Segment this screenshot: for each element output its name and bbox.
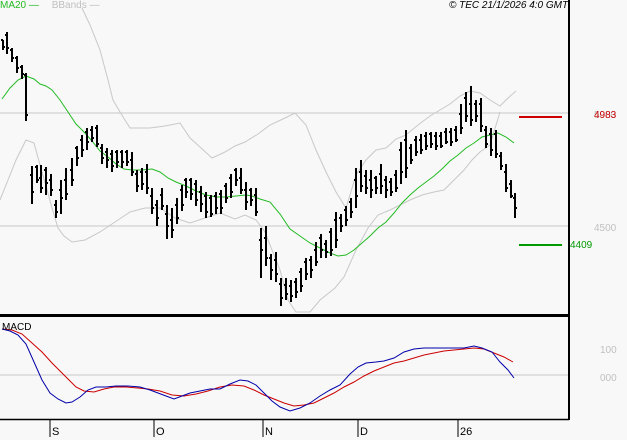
price-bars (1, 32, 517, 306)
support-label: 4409 (570, 240, 593, 251)
macd-line (1, 328, 515, 412)
copyright-timestamp: © TEC 21/1/2026 4:0 GMT (449, 0, 569, 11)
x-label-s: S (52, 426, 60, 438)
macd-label-100: 100 (600, 345, 617, 356)
x-label-26: 26 (460, 426, 473, 438)
price-label-5000: 5000 (594, 110, 617, 121)
x-label-o: O (156, 426, 165, 438)
resistance-label: 4983 (594, 110, 617, 121)
legend-ma20: MA20 — (0, 0, 39, 11)
legend: MA20 — BBands — (0, 0, 100, 12)
bbands-lower-line (0, 111, 501, 313)
ma20-line (1, 75, 515, 257)
bbands-upper-line (81, 7, 517, 210)
x-label-d: D (360, 426, 368, 438)
macd-signal-line (1, 328, 514, 407)
x-label-n: N (265, 426, 273, 438)
price-label-4500: 4500 (594, 223, 617, 234)
macd-label-000: 000 (600, 373, 617, 384)
legend-bbands: BBands — (51, 0, 100, 11)
macd-title: MACD (2, 322, 32, 333)
